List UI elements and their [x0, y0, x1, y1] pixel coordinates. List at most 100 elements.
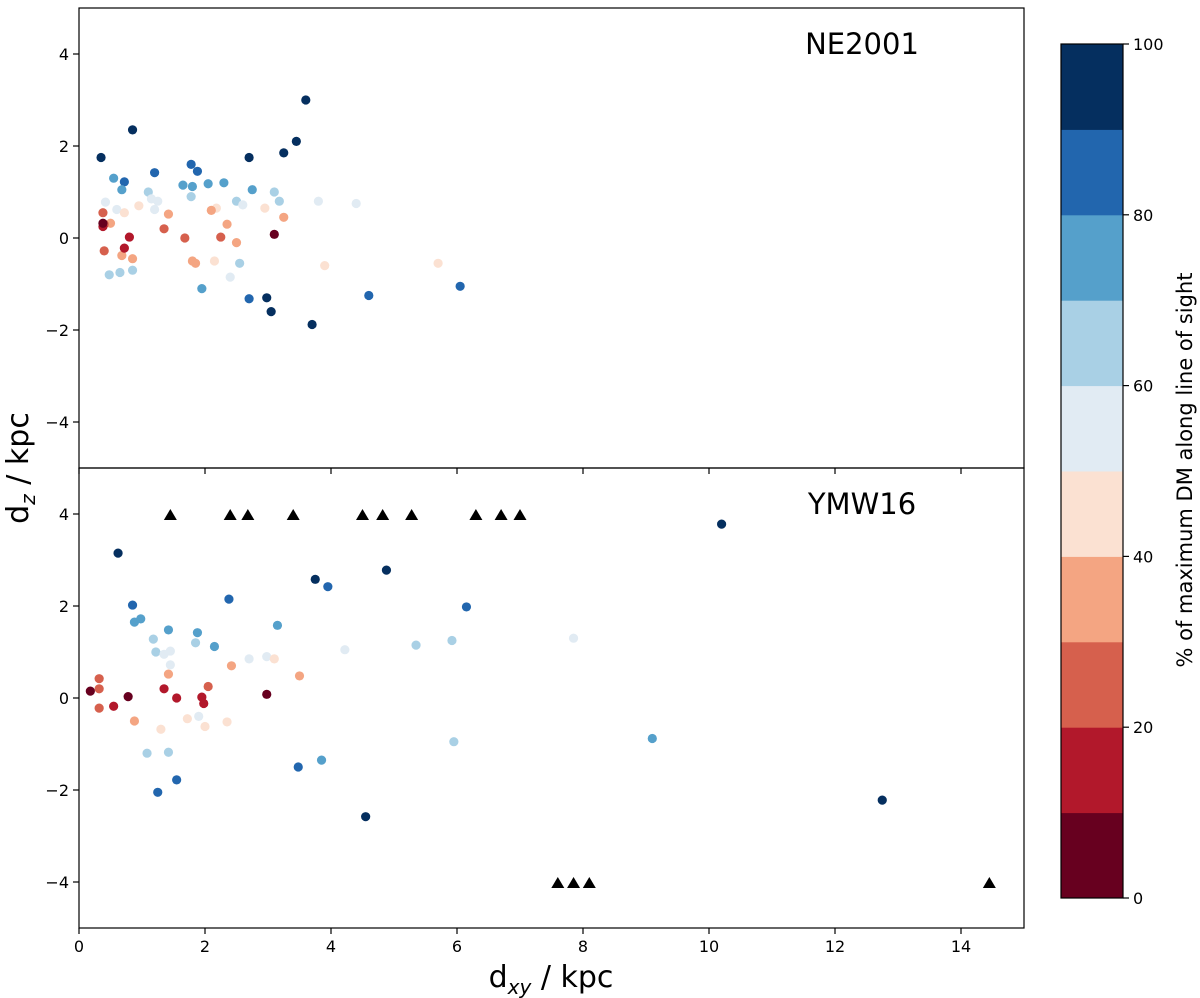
data-point	[98, 208, 108, 218]
data-point	[247, 185, 257, 195]
data-point	[163, 669, 174, 679]
data-point	[717, 519, 727, 529]
triangle-marker	[163, 509, 177, 520]
data-point	[96, 152, 106, 163]
data-point	[310, 574, 320, 584]
data-point	[192, 166, 203, 176]
data-point	[269, 229, 279, 239]
data-point	[274, 196, 284, 206]
data-point	[194, 711, 204, 722]
x-tick-label: 6	[452, 937, 462, 956]
data-point	[134, 201, 144, 211]
data-point	[123, 692, 133, 702]
data-point	[262, 293, 272, 303]
y-axis-label: dz / kpc	[1, 412, 40, 524]
data-point	[172, 775, 182, 785]
triangle-marker	[582, 877, 596, 888]
colorbar-segment	[1061, 385, 1123, 472]
data-point	[182, 714, 192, 724]
colorbar-segment	[1061, 214, 1123, 301]
y-tick-label: 2	[59, 137, 69, 156]
data-point	[197, 284, 207, 294]
data-point	[151, 647, 161, 657]
data-point	[148, 634, 158, 644]
data-point	[99, 246, 109, 256]
data-point	[568, 633, 579, 643]
data-point	[219, 178, 229, 188]
triangle-marker	[567, 877, 581, 888]
x-tick-label: 0	[74, 937, 84, 956]
data-point	[877, 795, 887, 805]
triangle-marker	[356, 509, 369, 520]
x-tick-label: 14	[951, 937, 971, 956]
data-point	[186, 159, 196, 169]
data-point	[127, 125, 138, 135]
data-point	[244, 294, 254, 304]
triangle-marker	[469, 509, 483, 520]
triangle-marker	[551, 877, 565, 888]
x-tick-label: 2	[200, 937, 210, 956]
data-point	[124, 232, 134, 242]
data-point	[119, 177, 129, 187]
data-point	[222, 717, 232, 727]
colorbar-segment	[1061, 300, 1123, 387]
data-point	[94, 684, 104, 694]
data-point	[225, 272, 235, 282]
data-point	[127, 265, 138, 275]
y-tick-label: 2	[59, 597, 69, 616]
data-point	[159, 224, 169, 234]
panel-ne2001: −4 −2 0 2 4 NE2001	[45, 7, 1025, 474]
colorbar-segment	[1061, 471, 1123, 557]
data-point	[411, 640, 421, 650]
data-point	[269, 654, 279, 664]
colorbar-tick-label: 100	[1133, 35, 1164, 54]
colorbar-tick-label: 0	[1133, 889, 1143, 908]
data-point	[112, 204, 122, 215]
y-tick-label: 0	[59, 229, 69, 248]
data-point	[293, 762, 303, 772]
colorbar-tick-label: 20	[1133, 718, 1153, 737]
colorbar-tick-label: 80	[1133, 206, 1153, 225]
colorbar-segment	[1061, 727, 1123, 814]
y-tick-label: −4	[45, 873, 69, 892]
data-point	[361, 812, 371, 822]
data-point	[127, 600, 138, 610]
data-point	[244, 654, 254, 664]
data-point	[461, 602, 472, 612]
data-point	[200, 721, 210, 732]
colorbar-segment	[1061, 129, 1123, 216]
data-point	[153, 787, 163, 797]
data-point	[351, 198, 361, 209]
data-point	[190, 258, 201, 268]
data-point	[364, 290, 374, 301]
data-point	[313, 196, 323, 206]
x-tick-label: 8	[578, 937, 588, 956]
colorbar-segment	[1061, 556, 1123, 643]
y-tick-label: 0	[59, 689, 69, 708]
triangle-marker	[223, 509, 237, 520]
data-point	[180, 233, 190, 243]
panel-title: YMW16	[807, 487, 916, 521]
data-point	[269, 187, 279, 197]
y-tick-label: 4	[59, 505, 69, 524]
triangle-marker	[494, 509, 508, 520]
y-tick-label: −2	[45, 781, 69, 800]
data-point	[316, 755, 327, 765]
x-tick-label: 10	[699, 937, 719, 956]
data-point	[381, 565, 392, 575]
data-point	[178, 180, 188, 190]
data-point	[127, 254, 138, 264]
data-point	[231, 238, 242, 248]
triangle-marker	[376, 509, 390, 520]
data-point	[109, 173, 119, 183]
data-point	[209, 641, 220, 652]
colorbar-label: % of maximum DM along line of sight	[1173, 272, 1197, 667]
colorbar-tick-label: 40	[1133, 547, 1153, 566]
triangle-marker	[982, 877, 996, 888]
data-point	[117, 250, 127, 261]
data-point	[340, 645, 350, 655]
colorbar-segment	[1061, 44, 1123, 130]
data-point	[433, 258, 443, 268]
data-point	[142, 748, 152, 758]
triangle-marker	[241, 509, 255, 520]
